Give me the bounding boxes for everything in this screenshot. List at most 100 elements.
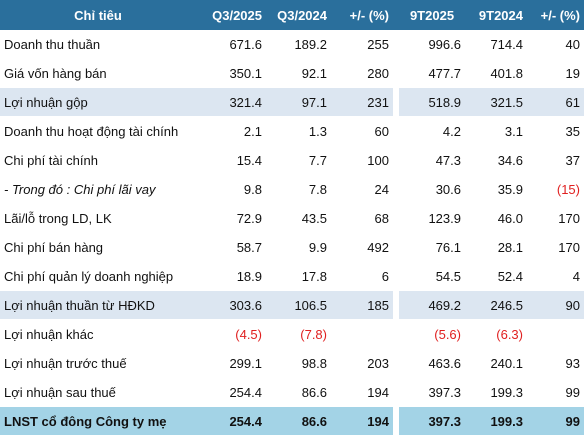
header-q3-2025: Q3/2025 [196,0,266,30]
cell-q3-2024: 86.6 [266,406,331,436]
cell-q-change: 68 [331,203,393,233]
header-9t2025: 9T2025 [399,0,465,30]
column-gap [393,145,399,175]
header-9t2024: 9T2024 [465,0,527,30]
cell-q3-2025: 350.1 [196,58,266,88]
cell-9t2025: 47.3 [399,145,465,175]
cell-q3-2024: 92.1 [266,58,331,88]
cell-9t2025: 123.9 [399,203,465,233]
cell-q3-2024: 97.1 [266,87,331,117]
header-q3-2024: Q3/2024 [266,0,331,30]
cell-9t2024: 35.9 [465,174,527,204]
cell-9t2025: 518.9 [399,87,465,117]
cell-q-change: 185 [331,290,393,320]
cell-9t2025: (5.6) [399,319,465,349]
cell-q-change [331,319,393,349]
cell-9t-change: 93 [527,348,584,378]
cell-9t-change: 37 [527,145,584,175]
cell-9t2024: 199.3 [465,406,527,436]
cell-9t-change: 40 [527,30,584,59]
cell-9t2024: 28.1 [465,232,527,262]
table-row: Lợi nhuận khác (4.5) (7.8) (5.6) (6.3) [0,319,584,349]
cell-9t2024: 52.4 [465,261,527,291]
row-label: Chi phí quản lý doanh nghiệp [0,261,196,291]
cell-9t2025: 477.7 [399,58,465,88]
cell-9t-change [527,319,584,349]
cell-9t2024: 34.6 [465,145,527,175]
cell-9t-change: 99 [527,377,584,407]
table-row: - Trong đó : Chi phí lãi vay 9.8 7.8 24 30.6… [0,174,584,204]
row-label: Chi phí tài chính [0,145,196,175]
table-row: LNST cổ đông Công ty mẹ 254.4 86.6 194 397.3… [0,406,584,436]
row-label: Chi phí bán hàng [0,232,196,262]
cell-9t2024: 3.1 [465,116,527,146]
row-label: Lợi nhuận sau thuế [0,377,196,407]
table-row: Lợi nhuận thuần từ HĐKD 303.6 106.5 185 469.… [0,290,584,320]
cell-q-change: 60 [331,116,393,146]
cell-9t2024: 714.4 [465,30,527,59]
header-chi-tieu: Chỉ tiêu [0,0,196,30]
header-row: Chỉ tiêu Q3/2025 Q3/2024 +/- (%) 9T2025 … [0,0,584,30]
column-gap [393,290,399,320]
table-row: Lãi/lỗ trong LD, LK 72.9 43.5 68 123.9 46.0 17… [0,203,584,233]
cell-q3-2025: 72.9 [196,203,266,233]
cell-q3-2025: 671.6 [196,30,266,59]
column-gap [393,232,399,262]
column-gap [393,203,399,233]
table-row: Chi phí tài chính 15.4 7.7 100 47.3 34.6 37 [0,145,584,175]
cell-9t2025: 397.3 [399,377,465,407]
header-gap [393,0,399,30]
table-row: Doanh thu thuần 671.6 189.2 255 996.6 714.4 40 [0,30,584,59]
cell-q3-2025: 254.4 [196,377,266,407]
cell-q3-2024: 189.2 [266,30,331,59]
cell-q-change: 231 [331,87,393,117]
cell-9t2025: 30.6 [399,174,465,204]
cell-9t2025: 469.2 [399,290,465,320]
cell-q-change: 6 [331,261,393,291]
column-gap [393,348,399,378]
cell-q3-2025: 254.4 [196,406,266,436]
column-gap [393,87,399,117]
cell-q3-2025: 2.1 [196,116,266,146]
row-label: Doanh thu thuần [0,30,196,59]
cell-q-change: 194 [331,406,393,436]
column-gap [393,116,399,146]
cell-q3-2025: 303.6 [196,290,266,320]
cell-9t-change: 170 [527,232,584,262]
row-label: - Trong đó : Chi phí lãi vay [0,174,196,204]
row-label: Lợi nhuận trước thuế [0,348,196,378]
row-label: Lợi nhuận thuần từ HĐKD [0,290,196,320]
row-label: LNST cổ đông Công ty mẹ [0,406,196,436]
cell-9t2025: 76.1 [399,232,465,262]
column-gap [393,261,399,291]
header-q-change: +/- (%) [331,0,393,30]
cell-q-change: 24 [331,174,393,204]
cell-q-change: 100 [331,145,393,175]
cell-9t2024: 46.0 [465,203,527,233]
cell-9t-change: 4 [527,261,584,291]
column-gap [393,319,399,349]
table-row: Chi phí bán hàng 58.7 9.9 492 76.1 28.1 170 [0,232,584,262]
cell-9t-change: 99 [527,406,584,436]
cell-9t2025: 397.3 [399,406,465,436]
cell-9t2025: 996.6 [399,30,465,59]
cell-9t-change: 90 [527,290,584,320]
cell-9t2024: 240.1 [465,348,527,378]
cell-9t2024: (6.3) [465,319,527,349]
cell-q3-2025: 9.8 [196,174,266,204]
cell-9t-change: 19 [527,58,584,88]
cell-9t2025: 463.6 [399,348,465,378]
cell-q3-2025: 321.4 [196,87,266,117]
cell-9t2024: 246.5 [465,290,527,320]
cell-q3-2025: 299.1 [196,348,266,378]
cell-9t2024: 321.5 [465,87,527,117]
cell-9t-change: 170 [527,203,584,233]
cell-9t2025: 4.2 [399,116,465,146]
cell-q3-2025: 18.9 [196,261,266,291]
table-row: Giá vốn hàng bán 350.1 92.1 280 477.7 401.8 19 [0,58,584,88]
cell-9t-change: 61 [527,87,584,117]
cell-q3-2024: 106.5 [266,290,331,320]
cell-q-change: 203 [331,348,393,378]
cell-9t2024: 401.8 [465,58,527,88]
